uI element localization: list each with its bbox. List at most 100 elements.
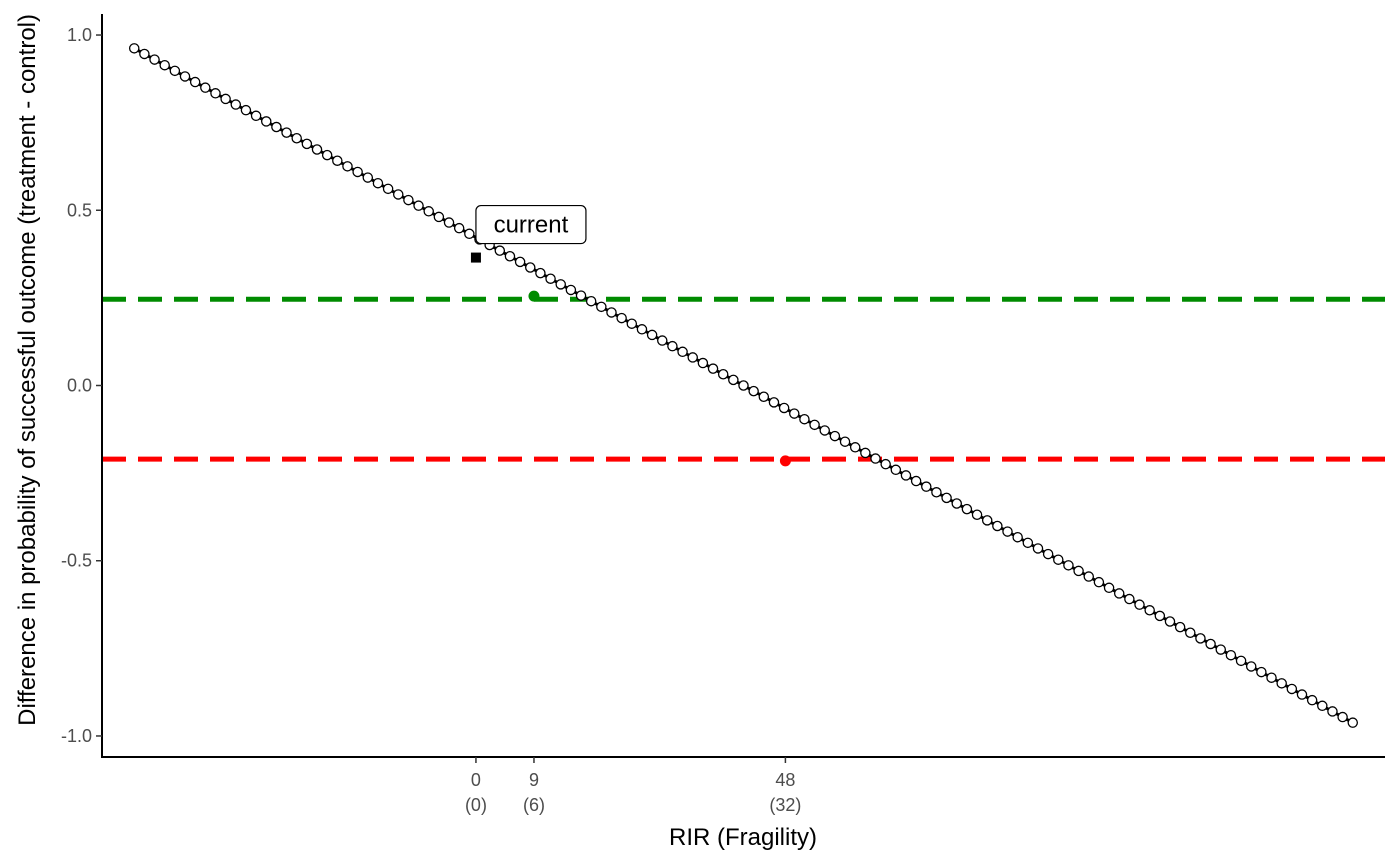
data-point-78 [921,481,932,492]
data-point-112 [1266,672,1277,683]
data-point-87 [1012,531,1023,543]
data-point-77 [910,475,922,487]
data-point-108 [1225,649,1237,661]
data-point-25 [382,183,394,195]
data-point-58 [717,369,729,380]
data-point-100 [1144,605,1155,616]
current-label-box [475,204,587,245]
data-point-22 [352,166,363,178]
data-point-17 [301,138,313,150]
current-annotation: current [470,204,587,263]
data-point-30 [433,211,445,223]
data-point-67 [809,419,820,431]
data-point-52 [657,335,668,346]
data-point-93 [1073,565,1084,577]
data-point-43 [565,284,577,296]
data-point-31 [443,217,455,228]
x-axis-ticks: 0 (0) 9 (6) 48 (32) [465,757,801,815]
data-point-29 [423,206,434,217]
data-point-73 [870,453,881,464]
data-point-109 [1235,655,1247,667]
data-point-91 [1053,554,1064,565]
data-point-39 [525,262,536,273]
data-point-74 [880,458,891,470]
data-point-13 [260,116,272,127]
data-point-95 [1093,576,1105,588]
y-tick-label-1: 0.5 [67,200,92,220]
threshold-lines [102,296,1385,462]
data-point-59 [728,374,739,386]
data-point-0 [128,43,140,54]
current-point [470,252,481,263]
data-point-76 [900,470,912,481]
current-label: current [494,212,569,239]
y-tick-label-0: 1.0 [67,25,92,45]
data-point-12 [250,110,262,122]
data-points [128,43,1359,728]
data-point-68 [819,425,830,436]
data-point-57 [707,363,719,374]
data-point-84 [981,515,993,526]
y-tick-label-4: -1.0 [61,726,92,746]
data-point-71 [849,442,861,453]
data-point-115 [1296,689,1308,700]
data-point-27 [403,194,414,206]
data-point-106 [1205,638,1216,650]
data-point-23 [362,172,374,183]
data-point-7 [200,82,211,93]
data-point-80 [941,492,952,504]
data-point-94 [1083,571,1094,582]
data-point-117 [1317,700,1328,712]
data-point-63 [768,397,780,408]
x-tick-sublabel-1: (6) [523,795,545,815]
x-tick-sublabel-2: (32) [769,795,801,815]
highlight-point-1 [779,455,791,467]
data-point-15 [281,127,292,138]
data-point-119 [1337,711,1348,723]
data-point-54 [677,346,688,358]
y-axis-ticks: 1.0 0.5 0.0 -0.5 -1.0 [61,25,102,746]
data-point-28 [413,200,424,211]
data-point-44 [575,290,587,301]
data-point-47 [606,307,617,318]
data-point-88 [1022,537,1034,549]
data-point-5 [179,71,191,82]
highlight-point-0 [528,290,540,302]
data-point-6 [189,76,201,88]
data-point-56 [697,357,709,369]
y-tick-label-3: -0.5 [61,551,92,571]
data-point-38 [514,256,526,268]
data-point-24 [372,177,384,189]
data-point-79 [931,487,942,498]
data-point-82 [961,503,973,515]
x-tick-sublabel-0: (0) [465,795,487,815]
x-axis-title: RIR (Fragility) [669,824,817,851]
data-point-96 [1103,582,1115,594]
data-point-90 [1042,548,1054,560]
data-point-21 [342,161,353,172]
data-point-64 [778,402,790,414]
data-point-72 [860,447,871,459]
data-point-70 [839,436,851,447]
data-point-16 [291,133,302,144]
data-point-53 [667,340,678,352]
data-point-45 [585,295,597,307]
data-point-4 [169,65,181,77]
data-point-83 [971,509,983,520]
data-point-92 [1063,560,1074,571]
data-point-37 [504,251,516,262]
x-tick-label-1: 9 [529,770,539,790]
data-point-99 [1134,599,1145,610]
data-point-48 [616,312,627,324]
data-point-18 [311,144,323,155]
data-point-33 [464,228,475,240]
data-point-14 [271,121,282,133]
data-point-103 [1174,621,1186,633]
x-tick-label-2: 48 [775,770,795,790]
data-point-118 [1327,706,1338,717]
data-point-65 [789,408,800,419]
data-point-105 [1195,633,1206,644]
data-point-40 [535,267,546,279]
data-point-2 [149,54,160,65]
